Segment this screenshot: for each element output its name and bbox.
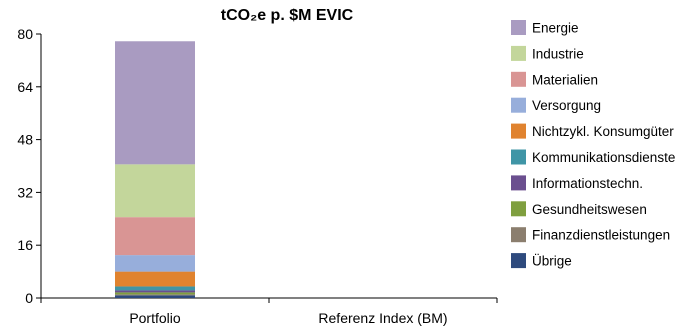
y-tick-label: 16 (17, 237, 33, 253)
bar-segment (115, 255, 195, 272)
x-category-label: Portfolio (129, 310, 181, 326)
legend-swatch (511, 123, 526, 139)
chart-title: tCO₂e p. $M EVIC (221, 7, 354, 24)
y-tick-label: 64 (17, 79, 33, 95)
legend-label: Materialien (532, 72, 598, 87)
bar-segment (115, 164, 195, 218)
legend-label: Übrige (532, 254, 572, 269)
legend-swatch (511, 71, 526, 87)
bar-segment (115, 286, 195, 291)
bar-segment (115, 292, 195, 295)
legend-swatch (511, 227, 526, 243)
bar-segment (115, 271, 195, 287)
bar-segment (115, 290, 195, 293)
legend-label: Versorgung (532, 98, 601, 113)
plot-area: 0 16 32 48 64 80 Portfolio Referenz Index (BM) (17, 26, 498, 326)
legend-label: Energie (532, 21, 579, 36)
legend-label: Informationstechn. (532, 176, 643, 191)
legend-label: Gesundheitswesen (532, 202, 647, 217)
legend-swatch (511, 253, 526, 269)
y-tick-label: 0 (25, 290, 33, 306)
bar-segment (115, 295, 195, 298)
y-tick-label: 48 (17, 132, 33, 148)
bar-segment (115, 217, 195, 256)
legend-label: Kommunikationsdienste (532, 150, 675, 165)
legend: Energie Industrie Materialien Versorgung Nic… (511, 20, 675, 269)
legend-swatch (511, 149, 526, 165)
x-category-label: Referenz Index (BM) (318, 310, 447, 326)
bar-segment (115, 294, 195, 296)
y-tick-label: 32 (17, 184, 33, 200)
legend-swatch (511, 97, 526, 113)
bar-segment (115, 41, 195, 165)
legend-swatch (511, 20, 526, 35)
legend-swatch (511, 45, 526, 61)
y-tick-label: 80 (17, 26, 33, 42)
legend-swatch (511, 175, 526, 191)
legend-swatch (511, 201, 526, 217)
legend-label: Industrie (532, 46, 584, 61)
legend-label: Finanzdienstleistungen (532, 228, 670, 243)
legend-label: Nichtzykl. Konsumgüter (532, 124, 674, 139)
